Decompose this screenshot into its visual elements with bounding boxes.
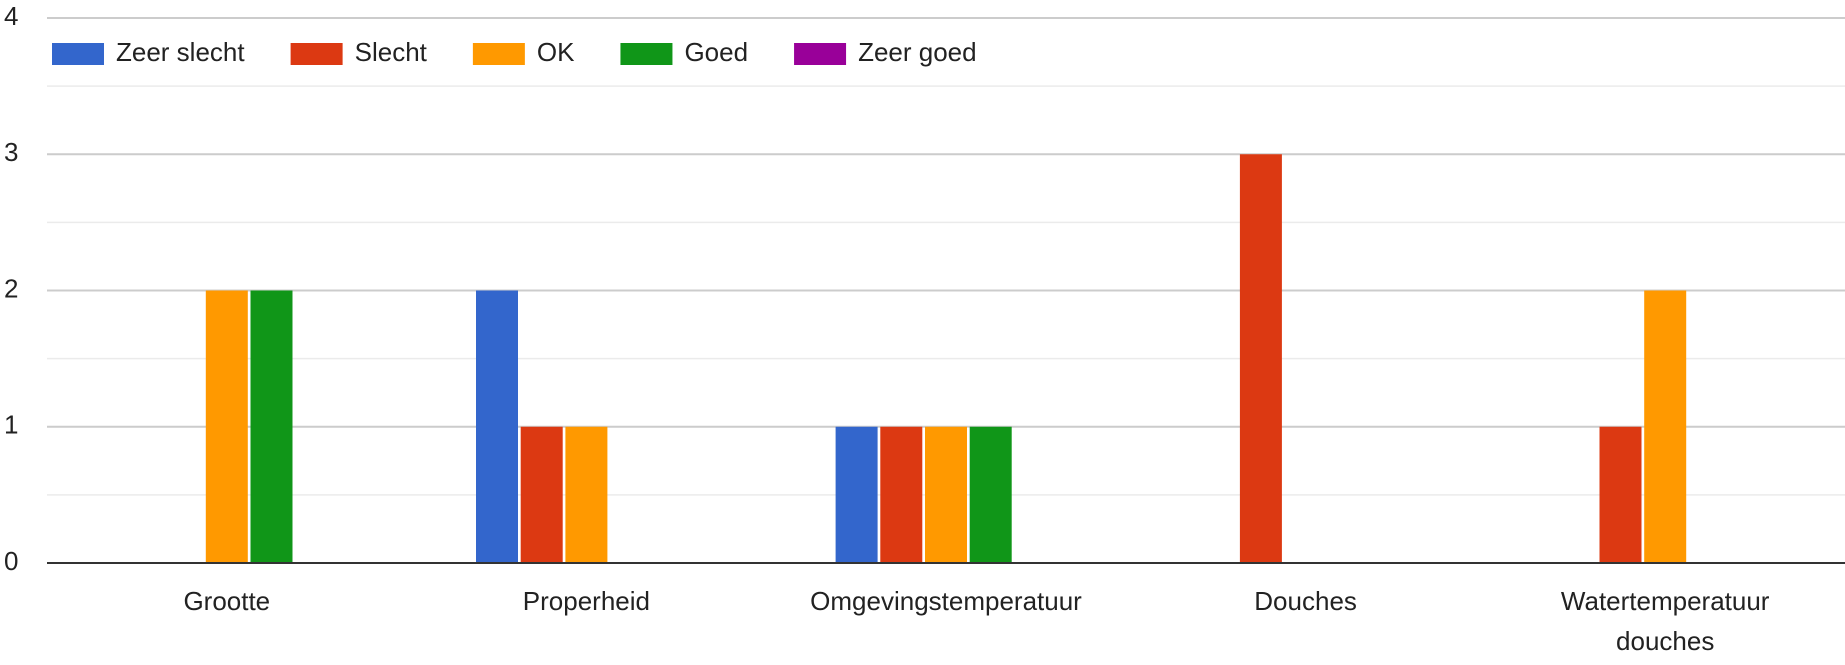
legend-swatch bbox=[794, 43, 847, 65]
legend-swatch bbox=[290, 43, 343, 65]
y-tick-label: 0 bbox=[4, 546, 18, 576]
bar bbox=[1239, 154, 1282, 563]
x-tick-label: Omgevingstemperatuur bbox=[810, 586, 1082, 616]
y-tick-label: 4 bbox=[4, 1, 18, 31]
bar bbox=[1644, 290, 1687, 563]
legend-swatch bbox=[472, 43, 525, 65]
legend-label: Slecht bbox=[355, 37, 428, 67]
bar bbox=[835, 426, 878, 563]
bar bbox=[880, 426, 923, 563]
legend-swatch bbox=[620, 43, 673, 65]
legend-label: Goed bbox=[684, 37, 748, 67]
bar bbox=[476, 290, 518, 563]
bar bbox=[565, 426, 608, 563]
x-tick-label: Douches bbox=[1254, 586, 1357, 616]
legend-label: Zeer slecht bbox=[116, 37, 245, 67]
x-tick-label: Watertemperatuur douches bbox=[1560, 586, 1770, 656]
y-tick-label: 1 bbox=[4, 410, 18, 440]
bar bbox=[969, 426, 1012, 563]
legend-label: OK bbox=[537, 37, 575, 67]
y-tick-label: 3 bbox=[4, 137, 18, 167]
x-tick-label: Grootte bbox=[183, 586, 271, 616]
x-tick-label: Properheid bbox=[522, 586, 650, 616]
bar bbox=[520, 426, 563, 563]
legend-swatch bbox=[52, 43, 104, 65]
y-tick-label: 2 bbox=[4, 273, 18, 303]
bar bbox=[250, 290, 293, 563]
bar bbox=[1599, 426, 1642, 563]
bar bbox=[925, 426, 967, 563]
bar bbox=[205, 290, 248, 563]
legend-label: Zeer goed bbox=[858, 37, 977, 67]
